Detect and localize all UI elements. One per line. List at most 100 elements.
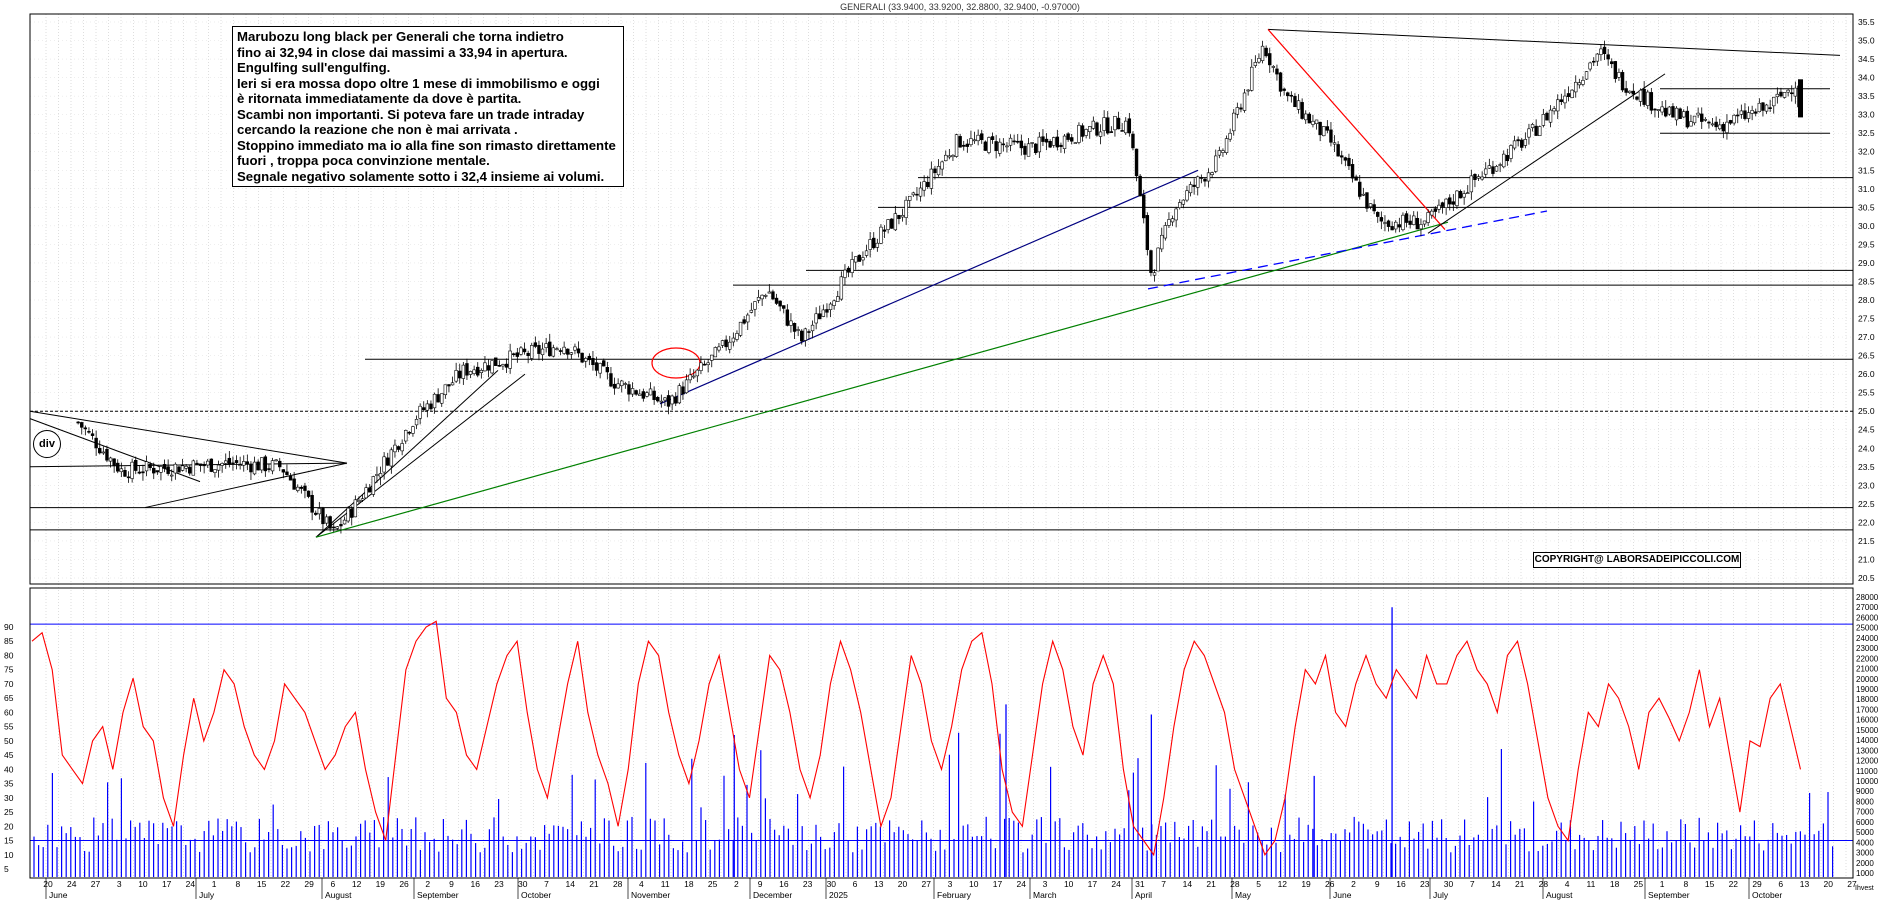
candle-down (202, 463, 206, 467)
candle-down (1714, 121, 1718, 128)
candle-up (911, 192, 916, 196)
price-tick-label: 31.0 (1858, 184, 1875, 194)
candle-up (371, 476, 376, 495)
candle-up (1412, 215, 1416, 225)
day-tick-label: 29 (1752, 879, 1762, 889)
candle-down (1620, 72, 1625, 91)
candle-up (1574, 81, 1578, 93)
candle-up (839, 276, 844, 300)
candle-down (332, 526, 336, 529)
oscillator-tick-label: 25 (4, 807, 14, 817)
volume-tick-label: 24000 (1856, 634, 1879, 643)
day-tick-label: 19 (376, 879, 386, 889)
volume-tick-label: 7000 (1856, 808, 1874, 817)
day-tick-label: 2 (425, 879, 430, 889)
comment-line: Ieri si era mossa dopo oltre 1 mese di i… (237, 75, 600, 91)
candle-down (288, 475, 293, 481)
candle-down (209, 458, 214, 472)
axes (29, 13, 1854, 879)
price-tick-label: 27.0 (1858, 332, 1875, 342)
month-tick-label: February (937, 890, 972, 900)
candle-up (1689, 121, 1693, 127)
oscillator-tick-label: 55 (4, 722, 14, 732)
candle-up (1167, 219, 1171, 226)
day-tick-label: 16 (779, 879, 789, 889)
price-tick-label: 21.5 (1858, 536, 1875, 546)
candle-down (1070, 137, 1074, 142)
candle-down (857, 254, 862, 262)
candle-up (1206, 172, 1211, 182)
price-tick-label: 29.5 (1858, 239, 1875, 249)
candle-down (1340, 155, 1344, 158)
candle-down (1329, 129, 1333, 143)
candle-up (173, 463, 178, 474)
candle-up (1588, 62, 1592, 70)
candle-up (922, 181, 926, 191)
candle-down (1282, 88, 1286, 91)
candle-up (501, 364, 505, 367)
candle-up (1437, 204, 1441, 210)
day-tick-label: 31 (1135, 879, 1145, 889)
candle-down (306, 490, 311, 497)
day-tick-label: 21 (1515, 879, 1525, 889)
candle-down (1109, 131, 1114, 133)
candle-up (1156, 247, 1160, 272)
candle-up (1314, 119, 1319, 124)
candle-down (558, 350, 563, 352)
day-tick-label: 24 (67, 879, 77, 889)
candle-up (720, 340, 725, 346)
day-tick-label: 8 (1683, 879, 1688, 889)
volume-tick-label: 5000 (1856, 828, 1874, 837)
day-tick-label: 15 (1705, 879, 1715, 889)
oscillator-tick-label: 5 (4, 864, 9, 874)
candle-up (1124, 120, 1128, 134)
candle-down (1520, 139, 1524, 148)
candle-down (1545, 112, 1549, 121)
candle-up (1232, 112, 1236, 132)
candle-up (670, 395, 674, 405)
price-tick-label: 25.5 (1858, 388, 1875, 398)
candle-up (1170, 218, 1175, 223)
candle-up (1480, 176, 1484, 180)
candle-down (1059, 144, 1063, 147)
candle-down (1376, 211, 1380, 217)
candle-down (1408, 220, 1412, 225)
day-tick-label: 28 (613, 879, 623, 889)
candle-up (393, 444, 397, 453)
candle-down (152, 467, 156, 474)
candle-down (656, 397, 660, 402)
candle-up (598, 363, 602, 374)
comment-line: Marubozu long black per Generali che tor… (237, 29, 564, 44)
candle-down (612, 383, 617, 389)
volume-tick-label: 26000 (1856, 613, 1879, 622)
oscillator-tick-label: 35 (4, 779, 14, 789)
candle-up (1214, 155, 1218, 172)
candle-down (310, 494, 314, 513)
candle-up (1466, 192, 1470, 195)
candle-up (1210, 172, 1214, 175)
candle-up (1185, 190, 1189, 201)
candle-down (1080, 125, 1085, 137)
candle-down (1372, 204, 1376, 212)
candle-up (1725, 121, 1729, 133)
candle-down (1790, 92, 1794, 95)
candle-up (353, 499, 358, 518)
candle-up (929, 168, 934, 189)
oscillator-tick-label: 10 (4, 850, 14, 860)
axis-labels: 35.5 35.0 34.5 34.0 33.5 33.0 32.5 32.0 31.5 31.0… (4, 17, 1879, 900)
candle-down (872, 237, 876, 249)
candle-up (908, 195, 912, 201)
candle-up (749, 309, 754, 313)
candle-down (83, 427, 88, 430)
candle-up (767, 291, 772, 294)
candle-down (1142, 194, 1146, 219)
candle-up (324, 516, 329, 524)
candle-down (1145, 215, 1150, 251)
candle-up (1750, 110, 1754, 114)
day-tick-label: 10 (138, 879, 148, 889)
candle-down (1307, 113, 1312, 124)
candle-up (569, 352, 574, 355)
day-tick-label: 6 (1778, 879, 1783, 889)
candle-down (882, 229, 887, 232)
